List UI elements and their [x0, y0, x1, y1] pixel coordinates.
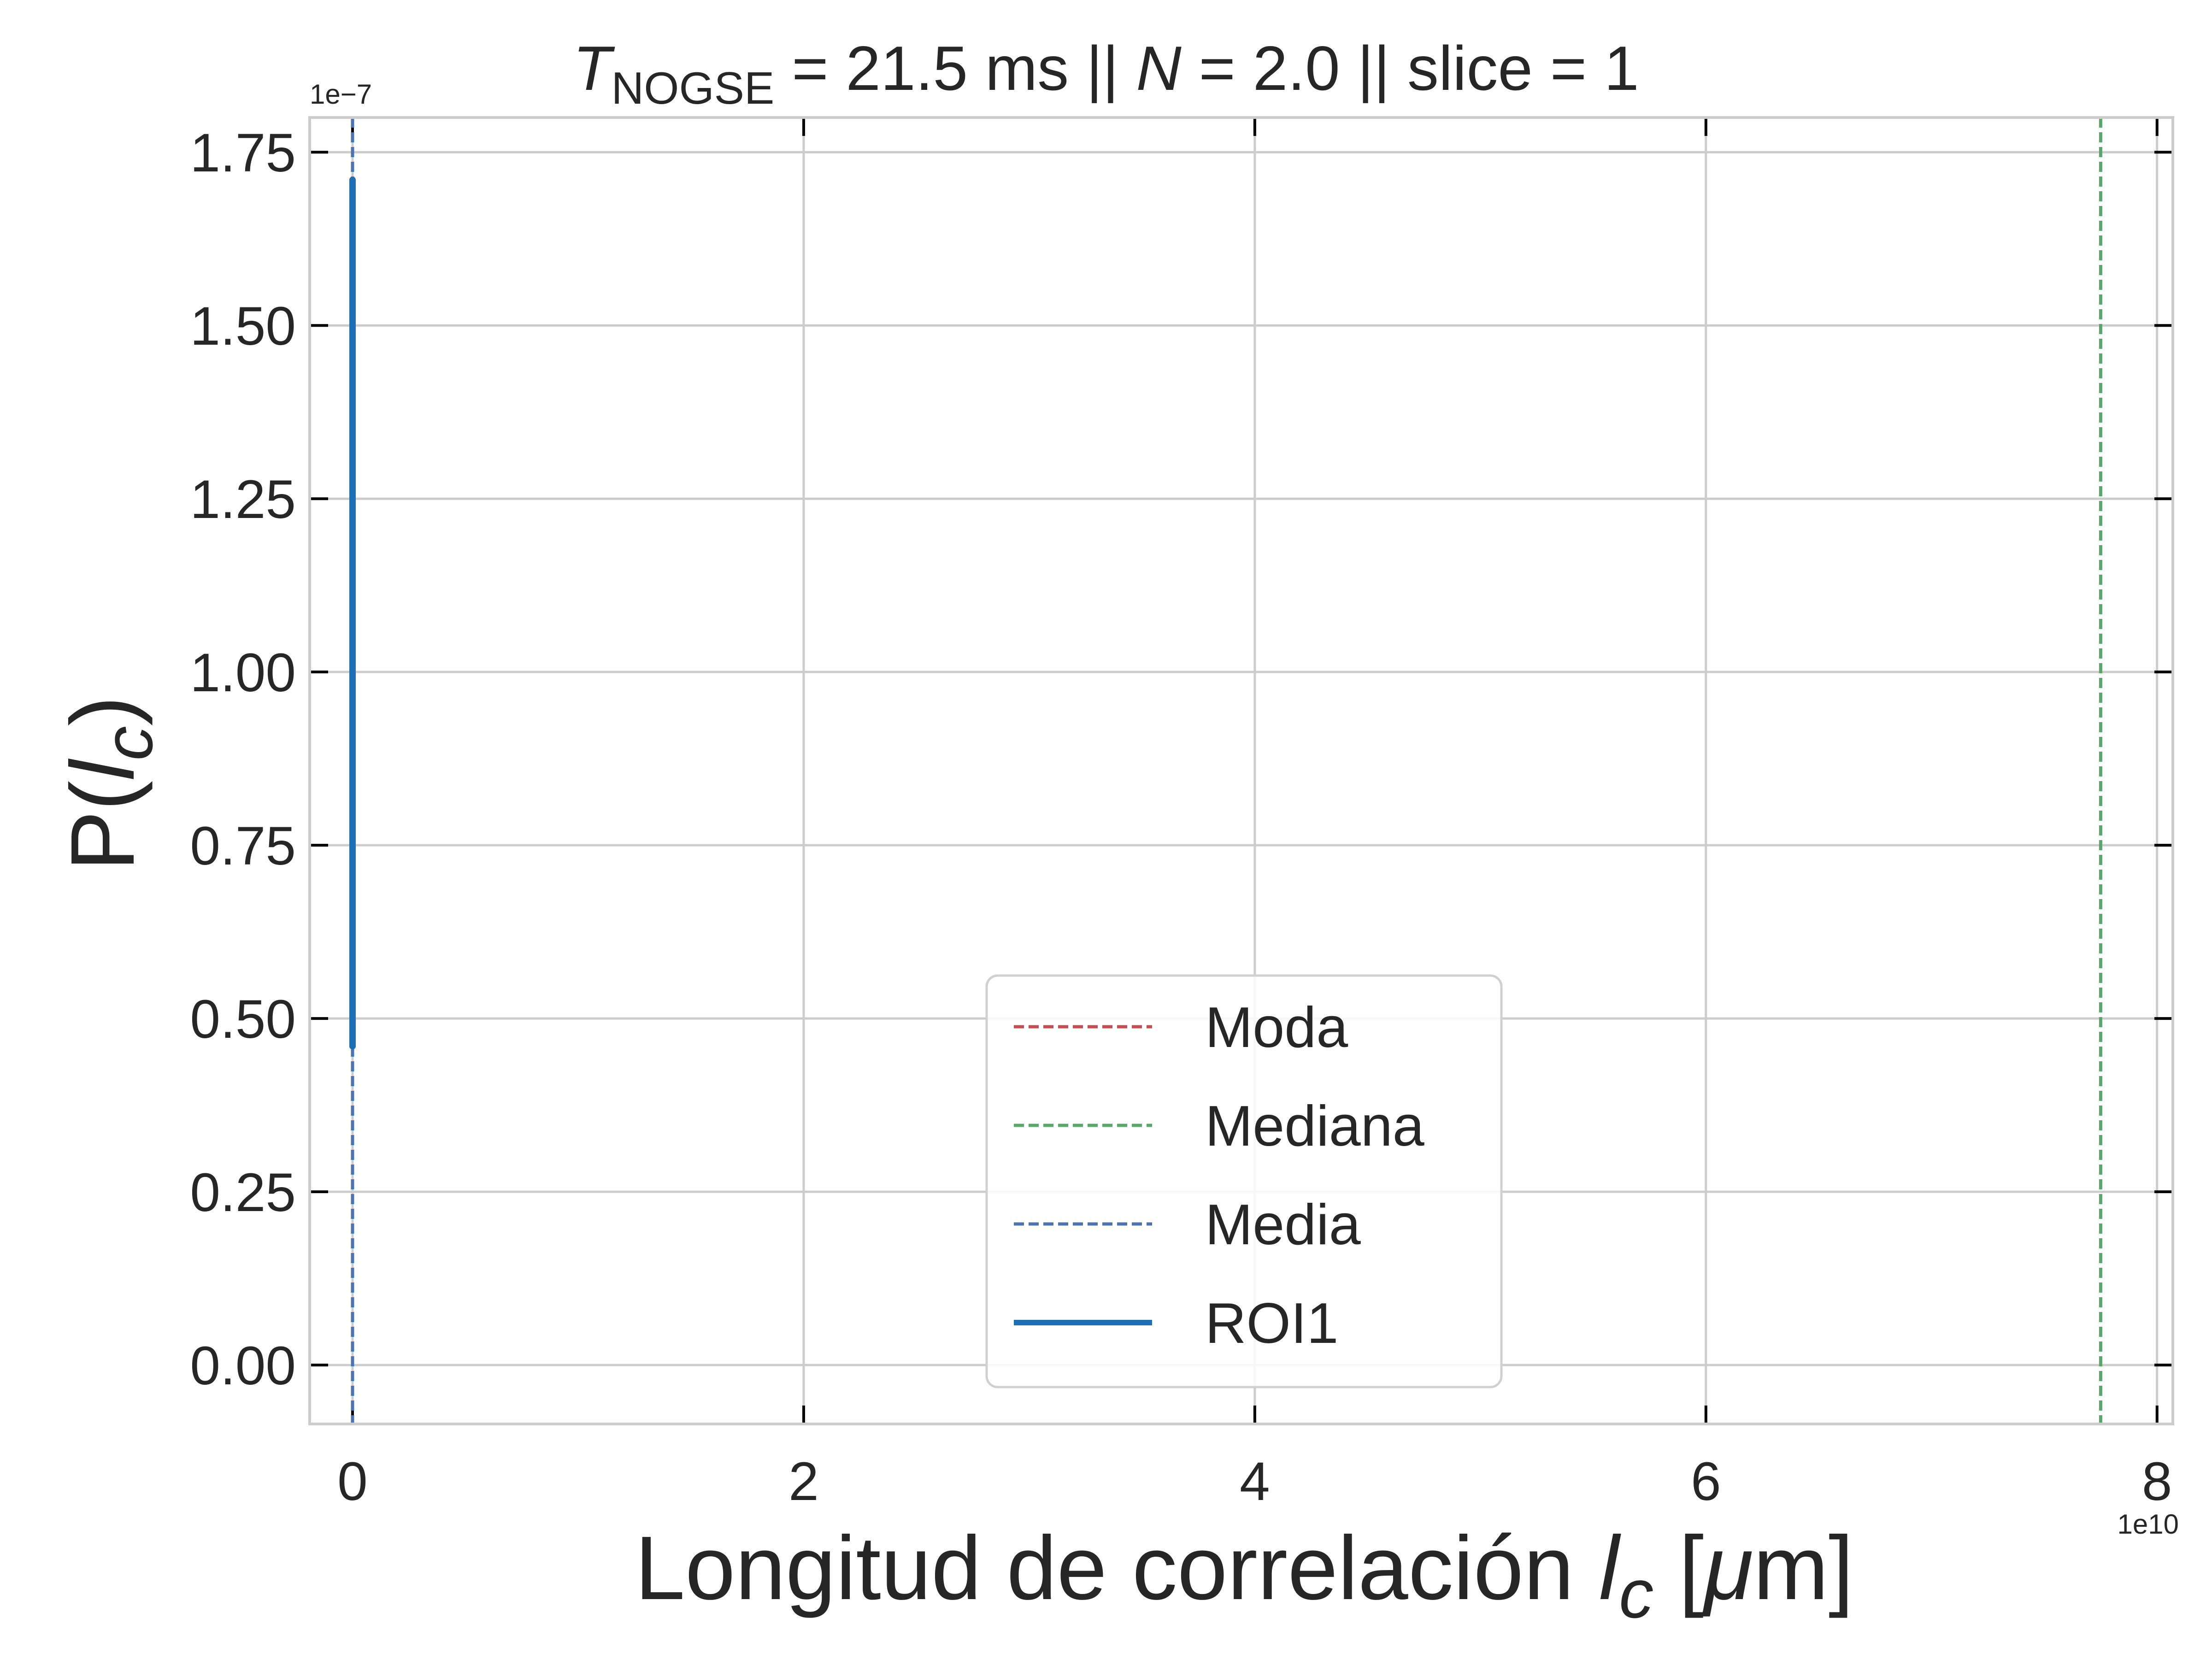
- legend-label-mediana: Mediana: [1205, 1094, 1424, 1158]
- chart-title: TNOGSE = 21.5 ms || N = 2.0 || slice = 1: [573, 33, 1639, 113]
- x-label-mu: μ: [1701, 1518, 1753, 1618]
- y-label-c: c: [89, 726, 167, 760]
- title-t-value: = 21.5 ms ||: [774, 33, 1136, 103]
- x-tick-label: 2: [788, 1451, 819, 1512]
- y-tick-label: 0.00: [190, 1335, 296, 1396]
- x-axis-label: Longitud de correlación lc [μm]: [635, 1518, 1854, 1632]
- title-n-symbol: N: [1136, 33, 1182, 103]
- legend-label-media: Media: [1205, 1193, 1361, 1257]
- x-label-open: [: [1653, 1518, 1704, 1618]
- x-tick-label: 0: [337, 1451, 368, 1512]
- ticks: 0 2 4 6 8 0.00 0.25 0.50 0.75 1.00 1.25 1.50 1.75: [190, 118, 2173, 1512]
- y-tick-label: 1.50: [190, 296, 296, 357]
- y-tick-label: 1.25: [190, 469, 296, 530]
- y-label-l: l: [52, 759, 153, 781]
- legend-box: [985, 974, 1503, 1388]
- y-tick-label: 0.25: [190, 1162, 296, 1223]
- x-tick-label: 8: [2142, 1451, 2172, 1512]
- x-label-close: m]: [1753, 1518, 1854, 1618]
- legend-label-roi1: ROI1: [1205, 1292, 1338, 1355]
- x-offset-label: 1e10: [2118, 1509, 2179, 1540]
- y-tick-label: 0.50: [190, 989, 296, 1050]
- legend-label-moda: Moda: [1205, 996, 1348, 1059]
- title-t-subscript: NOGSE: [611, 63, 774, 113]
- x-label-prefix: Longitud de correlación: [635, 1518, 1599, 1618]
- title-n-value: = 2.0 || slice = 1: [1182, 33, 1639, 103]
- y-label-suffix: ): [52, 696, 153, 726]
- y-axis-label: P(lc): [52, 696, 167, 871]
- title-t-symbol: T: [573, 33, 615, 103]
- x-label-l: l: [1599, 1518, 1621, 1618]
- y-label-prefix: P(: [52, 781, 153, 871]
- legend: Moda Mediana Media ROI1: [985, 974, 1503, 1388]
- y-offset-label: 1e−7: [310, 79, 372, 110]
- y-tick-label: 1.00: [190, 642, 296, 703]
- y-tick-label: 1.75: [190, 123, 296, 183]
- data-lines: [349, 118, 2102, 1424]
- x-tick-label: 6: [1691, 1451, 1721, 1512]
- x-tick-label: 4: [1240, 1451, 1270, 1512]
- y-tick-label: 0.75: [190, 816, 296, 877]
- x-label-c: c: [1619, 1555, 1653, 1632]
- plot-area-frame: [308, 116, 2174, 1425]
